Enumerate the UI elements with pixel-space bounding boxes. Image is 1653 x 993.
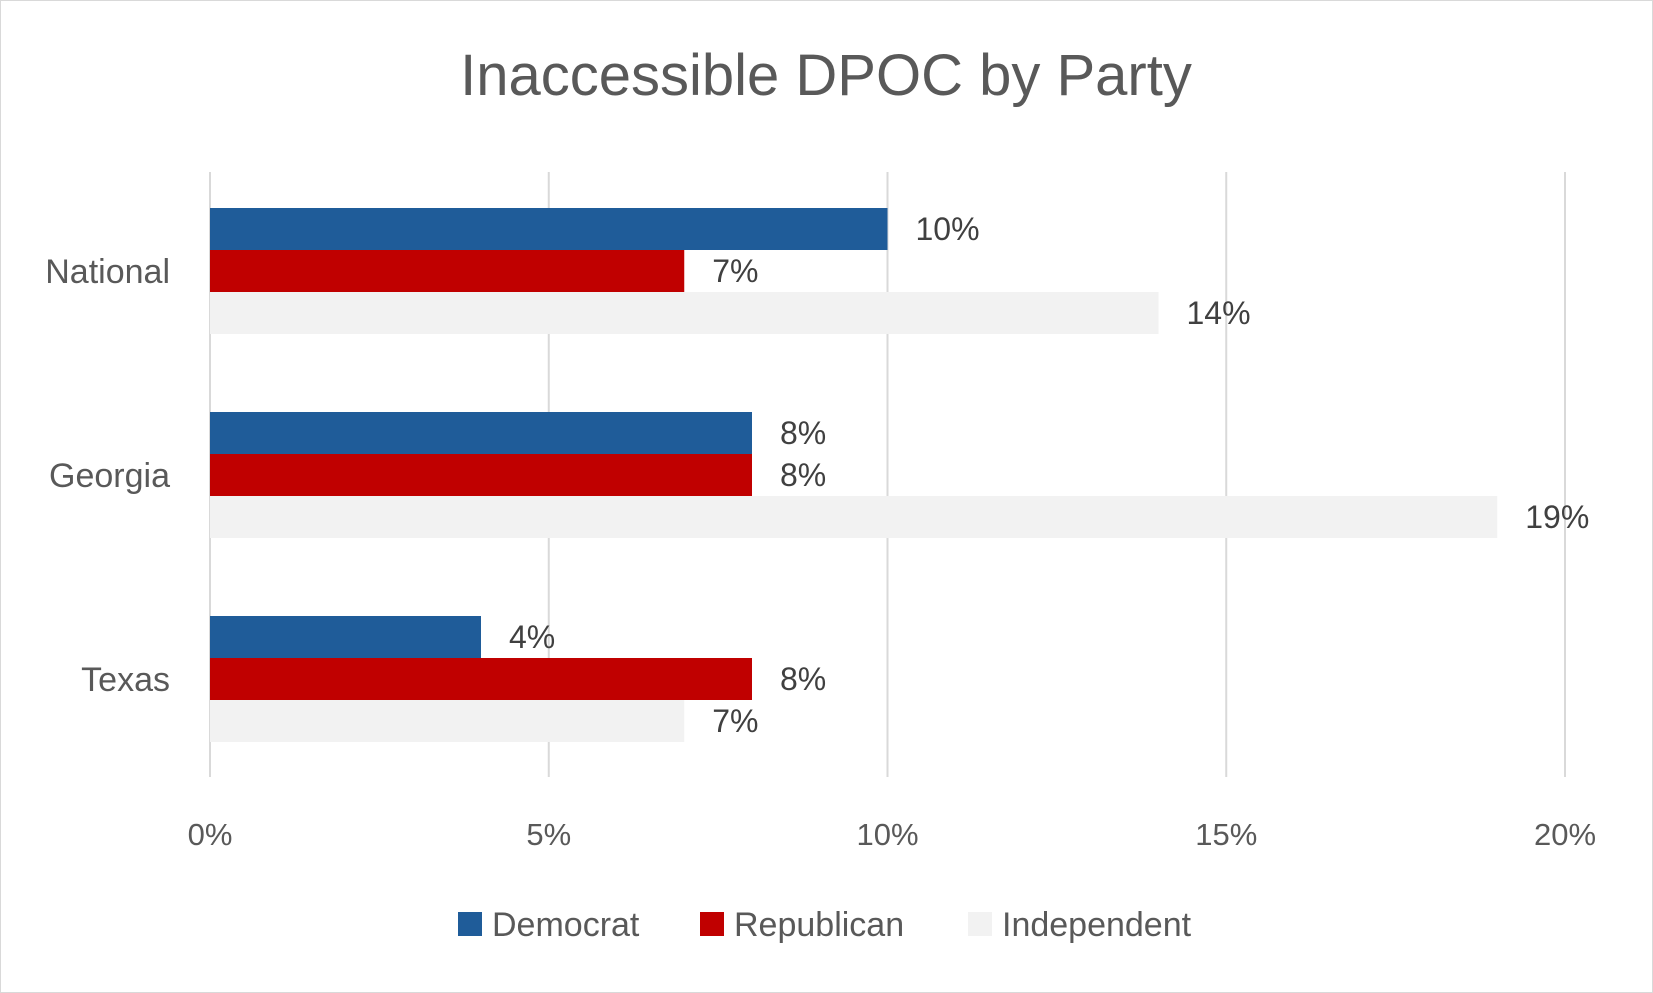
bar-independent (210, 700, 685, 742)
bar-republican (210, 658, 752, 700)
data-label: 8% (780, 457, 826, 493)
x-tick-label: 5% (526, 817, 571, 852)
legend-label-democrat: Democrat (492, 906, 640, 944)
bar-independent (210, 292, 1159, 334)
chart-title: Inaccessible DPOC by Party (460, 43, 1192, 108)
bar-democrat (210, 412, 752, 454)
legend: Democrat Republican Independent (458, 906, 1192, 944)
data-label: 10% (916, 211, 980, 247)
data-label: 8% (780, 661, 826, 697)
x-tick-label: 0% (188, 817, 233, 852)
legend-swatch-independent (968, 912, 992, 936)
data-label: 8% (780, 415, 826, 451)
bar-independent (210, 496, 1498, 538)
category-labels: National Georgia Texas (45, 253, 170, 699)
legend-swatch-republican (700, 912, 724, 936)
legend-label-republican: Republican (734, 906, 904, 944)
bars (210, 208, 1498, 742)
category-label: Texas (81, 661, 170, 699)
category-label: Georgia (49, 457, 170, 495)
data-label: 7% (712, 703, 758, 739)
data-label: 14% (1187, 295, 1251, 331)
data-label: 19% (1525, 499, 1589, 535)
x-tick-label: 20% (1534, 817, 1596, 852)
bar-democrat (210, 616, 481, 658)
x-axis-ticks: 0% 5% 10% 15% 20% (188, 817, 1596, 852)
bar-democrat (210, 208, 888, 250)
legend-swatch-democrat (458, 912, 482, 936)
bar-republican (210, 454, 752, 496)
category-label: National (45, 253, 170, 291)
data-labels: 10% 7% 14% 8% 8% 19% 4% 8% 7% (509, 211, 1589, 739)
bar-republican (210, 250, 685, 292)
data-label: 7% (712, 253, 758, 289)
legend-label-independent: Independent (1002, 906, 1192, 944)
x-tick-label: 10% (856, 817, 918, 852)
data-label: 4% (509, 619, 555, 655)
x-tick-label: 15% (1195, 817, 1257, 852)
